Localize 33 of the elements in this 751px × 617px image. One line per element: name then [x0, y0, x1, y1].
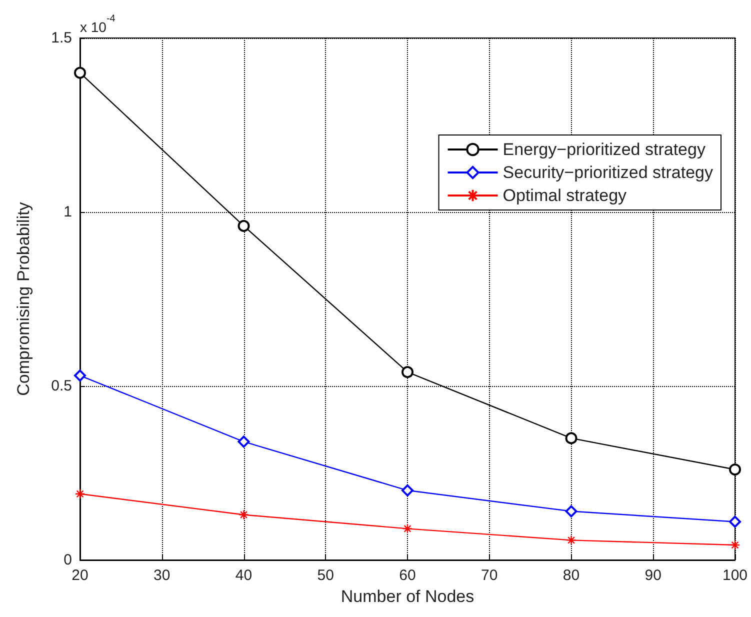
y-tick-label: 0.5 — [51, 378, 72, 394]
point — [238, 436, 250, 448]
x-tick-label: 40 — [235, 567, 252, 584]
legend-label: Optimal strategy — [502, 186, 628, 205]
point — [74, 370, 86, 382]
point — [402, 484, 414, 496]
x-tick-label: 100 — [722, 567, 748, 584]
x-tick-label: 80 — [562, 567, 580, 584]
point — [565, 505, 578, 518]
point — [565, 432, 578, 444]
point — [238, 220, 250, 232]
y-tick-label: 1.5 — [51, 30, 72, 46]
point — [74, 488, 86, 499]
legend-label: Energy−prioritized strategy — [502, 140, 706, 159]
point — [238, 510, 249, 520]
x-tick-label: 20 — [72, 567, 88, 584]
y-tick-label: 1 — [64, 204, 72, 220]
point — [402, 524, 413, 534]
x-tick-label: 90 — [644, 567, 662, 584]
x-tick-label: 70 — [481, 567, 498, 584]
point — [566, 535, 576, 546]
point — [729, 516, 741, 528]
y-axis-title: Compromising Probability — [14, 202, 33, 396]
y-tick-label: 0 — [64, 552, 72, 568]
x-tick-label: 50 — [317, 567, 334, 584]
point — [729, 464, 741, 476]
x-tick-label: 30 — [154, 567, 170, 584]
x-axis-title: Number of Nodes — [340, 586, 474, 606]
point — [402, 366, 414, 378]
point — [730, 540, 740, 550]
legend-label: Security−prioritized strategy — [502, 163, 714, 182]
x-tick-label: 60 — [399, 567, 416, 584]
point — [74, 66, 86, 79]
